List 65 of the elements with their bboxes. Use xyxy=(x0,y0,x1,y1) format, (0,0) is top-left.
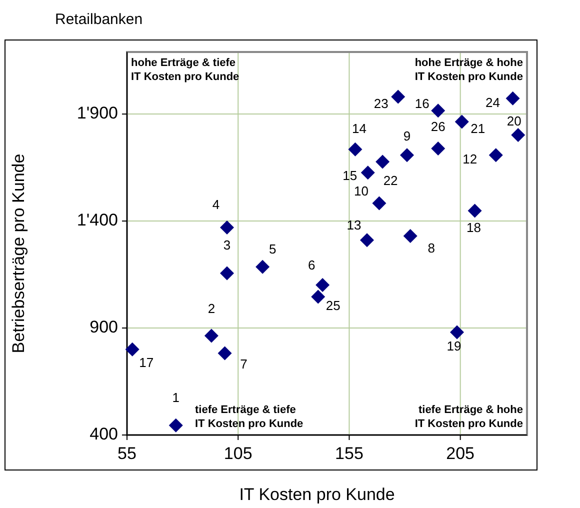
annotation: tiefe Erträge & tiefe IT Kosten pro Kunde xyxy=(195,404,304,430)
annotation: 24 xyxy=(486,94,500,110)
annotation: 22 xyxy=(383,173,398,188)
annotation: 18 xyxy=(466,220,482,236)
y-tick-label: 1'400 xyxy=(76,210,118,230)
annotation: 5 xyxy=(268,241,276,256)
point xyxy=(403,229,418,244)
point xyxy=(204,328,218,343)
point xyxy=(360,233,374,248)
annotation: 12 xyxy=(462,152,478,167)
point xyxy=(311,290,326,304)
point xyxy=(220,266,234,280)
point xyxy=(511,128,526,142)
annotation: 16 xyxy=(414,96,430,112)
annotation: 2 xyxy=(208,301,216,316)
point xyxy=(468,204,482,218)
annotation: 8 xyxy=(428,240,435,256)
x-tick-label: 155 xyxy=(335,444,364,463)
annotation: hohe Erträge & tiefe IT Kosten pro Kunde xyxy=(131,56,240,84)
annotation: 21 xyxy=(470,121,486,136)
annotation: 13 xyxy=(346,218,362,233)
y-tick-label: 400 xyxy=(90,424,118,444)
annotation: 1 xyxy=(172,390,180,405)
annotation: 6 xyxy=(308,257,316,272)
annotation: 25 xyxy=(326,298,340,314)
annotation: 4 xyxy=(212,196,220,212)
annotation: hohe Erträge & hohe IT Kosten pro Kunde xyxy=(414,56,523,84)
x-axis-title: IT Kosten pro Kunde xyxy=(239,485,395,504)
point xyxy=(218,346,232,360)
point xyxy=(316,278,330,292)
y-tick-label: 900 xyxy=(90,318,118,336)
point xyxy=(431,142,446,156)
y-axis-title: Betriebserträge pro Kunde xyxy=(9,154,28,354)
point xyxy=(168,418,183,432)
point xyxy=(125,342,140,356)
point xyxy=(450,325,464,340)
annotation: 17 xyxy=(139,354,154,370)
point xyxy=(348,142,362,156)
x-tick-label: 105 xyxy=(224,444,252,463)
point xyxy=(372,196,386,210)
point xyxy=(454,114,469,129)
chart-title: Retailbanken xyxy=(55,11,143,28)
point xyxy=(360,166,375,180)
point xyxy=(220,220,234,234)
x-tick-label: 55 xyxy=(118,444,136,463)
point xyxy=(488,148,503,162)
annotation: 23 xyxy=(374,96,388,112)
annotation: 15 xyxy=(342,168,358,184)
annotation: tiefe Erträge & hohe IT Kosten pro Kunde xyxy=(414,404,523,430)
annotation: 10 xyxy=(354,184,368,199)
annotation: 7 xyxy=(240,356,248,372)
annotation: 26 xyxy=(430,118,446,134)
annotation: 19 xyxy=(446,338,462,354)
point xyxy=(400,148,414,162)
annotation: 9 xyxy=(403,128,411,144)
annotation: 20 xyxy=(506,113,522,128)
point xyxy=(256,260,270,274)
annotation: 3 xyxy=(223,238,231,253)
point xyxy=(506,91,520,106)
point xyxy=(376,154,390,169)
point xyxy=(431,104,446,118)
y-tick-label: 1'900 xyxy=(76,104,118,123)
annotation: 14 xyxy=(352,120,366,136)
x-tick-label: 205 xyxy=(446,444,475,463)
point xyxy=(391,90,406,104)
